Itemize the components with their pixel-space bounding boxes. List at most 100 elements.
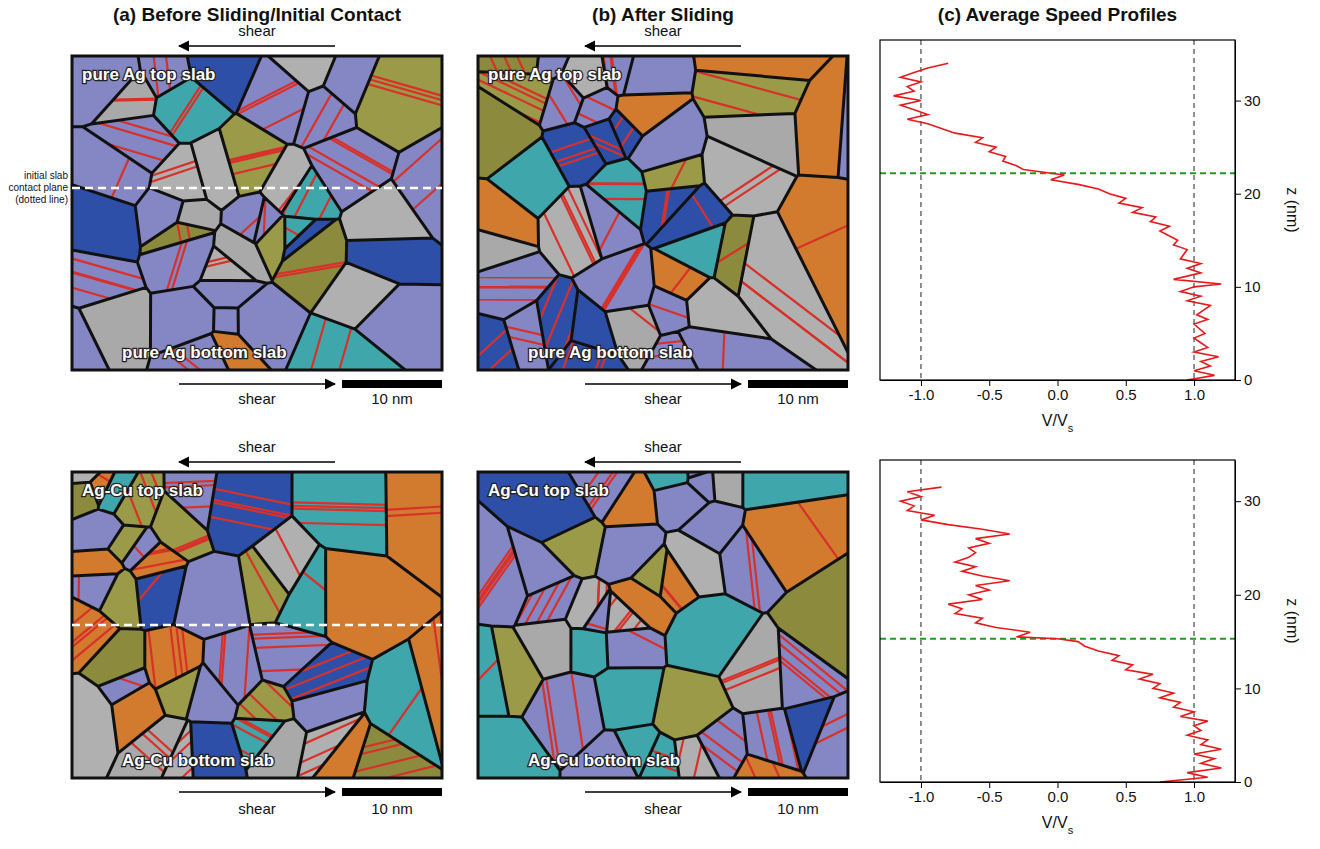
x-tick-label: -0.5 — [977, 386, 1003, 403]
md-snapshot: pure Ag top slabpure Ag bottom slab — [314, 0, 1004, 553]
grain — [639, 155, 848, 352]
reference-line-x — [1194, 40, 1195, 380]
twin-boundary — [72, 611, 304, 778]
grain-boundaries — [72, 472, 442, 778]
image-border — [72, 472, 442, 778]
y-tick: 30 — [1235, 92, 1261, 109]
scale-bar-label: 10 nm — [371, 390, 413, 407]
y-tick-mark — [1235, 595, 1241, 596]
shear-arrow — [585, 383, 741, 385]
twin-boundary — [478, 472, 610, 735]
speed-profile-line — [900, 487, 1221, 782]
y-tick-mark — [1235, 688, 1241, 689]
y-tick-mark — [1235, 194, 1241, 195]
grain-fill — [704, 113, 799, 176]
scale-bar — [748, 788, 848, 796]
shear-arrow — [179, 791, 335, 793]
twin-boundary — [109, 579, 398, 778]
twin-boundary — [635, 561, 724, 778]
grain-fill — [624, 56, 696, 95]
x-tick-label: 1.0 — [1184, 386, 1205, 403]
contact-plane-line — [72, 624, 442, 627]
shear-label: shear — [238, 438, 276, 455]
twin-boundary — [648, 553, 848, 778]
grain-fill — [386, 472, 442, 597]
md-snapshot: Ag-Cu top slabAg-Cu bottom slab — [346, 319, 1008, 849]
contact-plane-note-line: contact plane — [9, 182, 69, 193]
shear-arrow — [179, 45, 335, 47]
slab-label: Ag-Cu bottom slab — [122, 751, 274, 770]
grain-boundaries — [72, 56, 442, 370]
grain-fill — [571, 628, 608, 677]
twin-boundary — [639, 155, 848, 319]
y-axis-line — [1235, 461, 1236, 783]
x-tick: 0.0 — [1048, 782, 1069, 805]
scale-bar — [748, 380, 848, 388]
y-tick: 10 — [1235, 278, 1261, 295]
twin-boundary — [478, 578, 787, 689]
x-axis-title: V/Vs — [1042, 814, 1074, 836]
y-tick-label: 30 — [1244, 92, 1261, 109]
grain — [355, 284, 442, 370]
twin-boundary — [499, 138, 651, 370]
y-axis: 0102030 — [1235, 461, 1261, 791]
grains — [72, 472, 442, 778]
x-axis: -1.0-0.50.00.51.0 — [881, 380, 1236, 403]
grains — [478, 56, 848, 370]
y-tick-label: 20 — [1244, 185, 1261, 202]
y-axis: 0 10 20 30 — [1235, 41, 1261, 389]
x-tick-label: -1.0 — [909, 386, 935, 403]
y-axis-line — [1235, 41, 1236, 381]
shear-label: shear — [644, 800, 682, 817]
y-axis-title: z (nm) — [1284, 598, 1301, 643]
plot-frame — [880, 460, 1235, 782]
shear-arrow — [179, 383, 335, 385]
contact-plane-note: initial slabcontact plane(dotted line) — [9, 170, 69, 205]
x-axis: -1.0-0.50.00.51.0 — [881, 782, 1236, 805]
y-tick: 0 — [1235, 773, 1252, 790]
y-tick: 10 — [1235, 680, 1261, 697]
grain-fill — [607, 591, 651, 632]
slab-label: pure Ag top slab — [82, 65, 216, 84]
grain-fill — [692, 70, 810, 117]
grain-fill — [478, 87, 543, 179]
scale-bar — [342, 380, 442, 388]
grain — [478, 87, 543, 179]
slab-label: pure Ag bottom slab — [122, 343, 287, 362]
x-axis-title-main: V/V — [1042, 814, 1068, 831]
x-tick: 0.5 — [1116, 782, 1137, 805]
scale-bar-label: 10 nm — [777, 390, 819, 407]
y-tick-label: 30 — [1244, 492, 1261, 509]
shear-label: shear — [644, 22, 682, 39]
y-tick-mark — [1235, 101, 1241, 102]
shear-label: shear — [238, 22, 276, 39]
plot-marks — [880, 40, 1235, 380]
x-axis-title-subscript: s — [1068, 422, 1074, 434]
shear-arrow — [585, 791, 741, 793]
shear-arrow — [585, 45, 741, 47]
y-tick: 0 — [1235, 371, 1252, 388]
shear-arrow — [179, 461, 335, 463]
y-tick-mark — [1235, 782, 1241, 783]
scale-bar-label: 10 nm — [777, 800, 819, 817]
shear-label: shear — [238, 800, 276, 817]
slab-label: Ag-Cu top slab — [82, 481, 203, 500]
twin-boundary — [478, 287, 714, 288]
scale-bar — [342, 788, 442, 796]
y-tick: 30 — [1235, 492, 1261, 509]
shear-label: shear — [644, 438, 682, 455]
shear-arrow — [585, 461, 741, 463]
image-ground — [72, 472, 442, 778]
grain — [478, 472, 616, 739]
grains — [72, 56, 442, 370]
grain — [215, 472, 442, 597]
grain — [624, 56, 696, 95]
twin-boundary — [72, 104, 366, 231]
image-border — [478, 472, 848, 778]
x-axis-title: V/Vs — [1042, 412, 1074, 434]
grain — [571, 628, 608, 677]
slab-label: Ag-Cu bottom slab — [528, 751, 680, 770]
contact-plane-line — [72, 187, 442, 190]
plot-marks — [880, 460, 1235, 782]
x-tick: -1.0 — [909, 782, 935, 805]
